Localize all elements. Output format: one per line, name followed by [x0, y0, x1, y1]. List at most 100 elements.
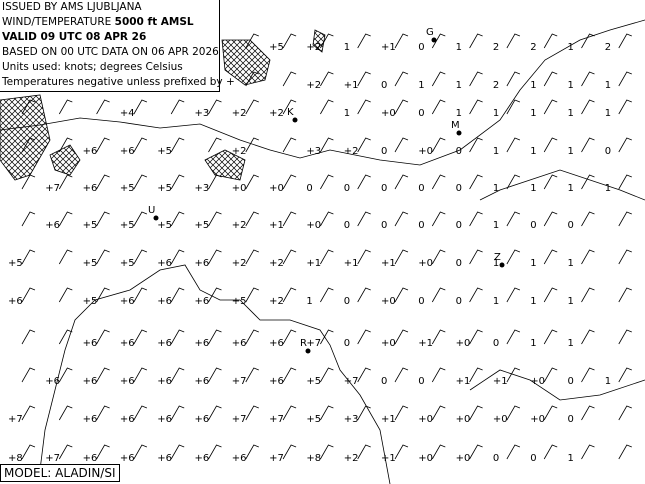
wind-barb — [394, 367, 409, 383]
temperature: 0 — [605, 146, 611, 157]
temperature: 0 — [418, 183, 424, 194]
temperature: 1 — [568, 146, 574, 157]
temperature: 1 — [605, 183, 611, 194]
temperature: +6 — [83, 376, 98, 387]
temperature: +6 — [195, 338, 210, 349]
level: 5000 ft AMSL — [114, 16, 194, 28]
wind-barb — [320, 329, 334, 345]
temperature: +0 — [232, 183, 247, 194]
wind-barb — [282, 137, 297, 153]
temperature: 0 — [456, 258, 462, 269]
temperature: +0 — [381, 338, 396, 349]
temperature: 1 — [568, 338, 574, 349]
wind-barb — [170, 287, 185, 303]
wind-barb — [208, 444, 222, 460]
temperature: 0 — [568, 220, 574, 231]
temperature: +2 — [232, 146, 247, 157]
wind-barb — [170, 137, 185, 153]
temperature: +5 — [195, 220, 210, 231]
wind-barb — [21, 249, 36, 265]
wind-barb — [58, 287, 73, 303]
wind-barb — [431, 99, 446, 115]
temperature: +2 — [232, 108, 247, 119]
temperature: +1 — [381, 453, 396, 464]
wind-barb — [282, 211, 297, 227]
temperature: +5 — [157, 183, 172, 194]
city-dot — [456, 130, 462, 136]
wind-barb — [208, 249, 222, 265]
temperature: 1 — [530, 296, 536, 307]
temperature: 0 — [418, 42, 424, 53]
temperature: +6 — [157, 376, 172, 387]
wind-barb — [170, 211, 185, 227]
wind-barb — [170, 174, 185, 190]
temperature: 0 — [456, 296, 462, 307]
temperature: 1 — [493, 296, 499, 307]
temperature: +6 — [157, 453, 172, 464]
temperature: 1 — [530, 108, 536, 119]
wind-barb — [170, 329, 185, 345]
wind-barb — [245, 329, 259, 345]
wind-barb — [58, 249, 73, 265]
wind-barb — [133, 99, 148, 115]
wind-barb — [469, 71, 483, 87]
wind-barb — [282, 249, 297, 265]
wind-barb — [581, 444, 595, 460]
wind-barb — [394, 329, 409, 345]
temperature: +5 — [269, 42, 284, 53]
wind-barb — [357, 99, 371, 115]
wind-barb — [506, 329, 521, 345]
temperature: +6 — [45, 220, 60, 231]
wind-barb — [96, 137, 110, 153]
temperature: 2 — [493, 42, 499, 53]
city-label: Z — [494, 252, 501, 263]
coastline — [0, 19, 645, 484]
temperature: +6 — [83, 183, 98, 194]
wind-barb — [394, 137, 409, 153]
wind-barb — [170, 444, 185, 460]
wind-barb — [357, 33, 371, 49]
temperature: +5 — [306, 414, 321, 425]
temperature: +6 — [232, 338, 247, 349]
temperature: 1 — [344, 42, 350, 53]
temperature: +6 — [157, 338, 172, 349]
temperature: +5 — [120, 258, 135, 269]
temperature: 1 — [605, 80, 611, 91]
wind-barb — [133, 405, 148, 421]
model-label: MODEL: ALADIN/SI — [0, 464, 120, 482]
wind-barb — [21, 405, 36, 421]
wind-barb — [543, 249, 558, 265]
temperature: +2 — [269, 296, 284, 307]
temperature: +0 — [456, 414, 471, 425]
wind-barb — [21, 99, 36, 115]
temperature: +3 — [306, 146, 321, 157]
product: WIND/TEMPERATURE — [2, 16, 112, 28]
temperature: 1 — [530, 80, 536, 91]
wind-barb — [133, 329, 148, 345]
wind-barb — [581, 287, 595, 303]
valid: VALID 09 UTC 08 APR 26 — [2, 31, 147, 43]
temperature: +2 — [232, 220, 247, 231]
wind-barb — [282, 99, 297, 115]
temperature: 1 — [418, 80, 424, 91]
city-dot — [292, 117, 298, 123]
wind-barb — [282, 367, 297, 383]
wind-barb — [208, 174, 222, 190]
temperature: +8 — [8, 453, 23, 464]
temperature: +5 — [157, 146, 172, 157]
wind-barb — [208, 137, 222, 153]
temperature: +2 — [306, 42, 321, 53]
temperature: +2 — [344, 453, 359, 464]
wind-barb — [618, 174, 632, 190]
wind-barb — [208, 329, 222, 345]
temperature: +6 — [269, 376, 284, 387]
temperature: 0 — [456, 183, 462, 194]
wind-barb — [506, 71, 521, 87]
wind-barb — [357, 71, 371, 87]
temperature: 0 — [568, 376, 574, 387]
wind-barb — [506, 249, 521, 265]
wind-barb — [208, 367, 222, 383]
wind-barb — [618, 405, 632, 421]
wind-barb — [21, 211, 36, 227]
temperature: +6 — [120, 376, 135, 387]
